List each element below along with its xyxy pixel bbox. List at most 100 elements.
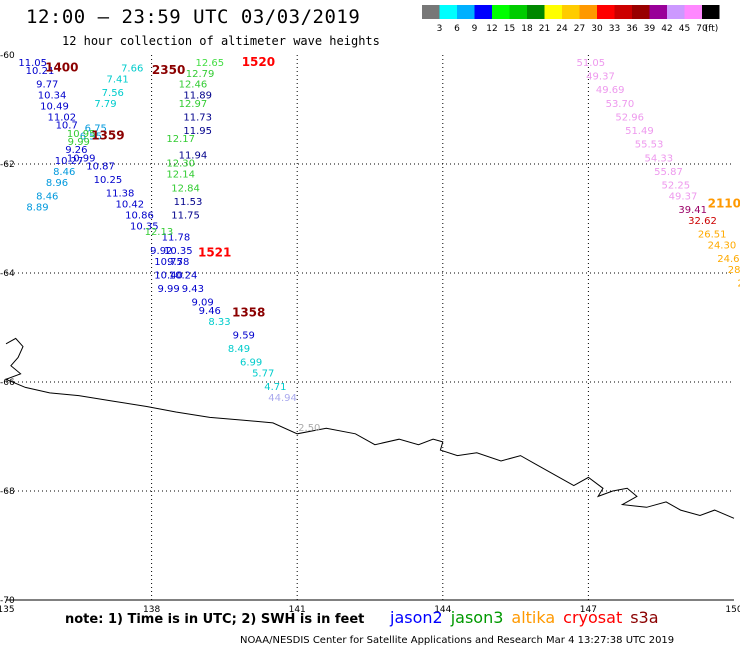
wave-height-value: 6.55 [80,132,102,143]
wave-height-value: 11.02 [47,112,76,123]
color-scale-legend: 3 6 9 12 15 18 21 24 27 30 33 36 39 42 45 70(ft) [422,5,720,33]
scale-tick-label: 12 [486,24,497,33]
pass-time-label: 1400 [45,60,78,74]
wave-height-value: 24.62 [717,254,740,265]
pass-time-label: 2110 [708,197,740,211]
wave-height-value: 8.46 [53,167,75,178]
wave-height-value: 9.43 [182,284,204,295]
wave-height-value: 2.50 [298,423,320,434]
scale-swatch [579,5,597,19]
wave-height-value: 12.97 [179,99,208,110]
wave-height-value: 8.33 [208,317,230,328]
scale-swatch [702,5,720,19]
wave-height-value: 9.59 [233,330,255,341]
scale-swatch [562,5,580,19]
wave-height-value: 10.86 [125,211,154,222]
lon-tick-label: 144 [434,605,451,615]
scale-swatch [509,5,527,19]
altimeter-tracks: 11.0510.219.7710.3410.4911.0210.79.2610.… [18,58,740,434]
scale-tick-label: 33 [609,24,620,33]
scale-tick-label: 3 [437,24,443,33]
scale-tick-label: 15 [504,24,515,33]
wave-height-value: 5.77 [252,369,274,380]
scale-tick-label: 30 [591,24,603,33]
lon-tick-label: 150 [725,605,740,615]
wave-height-value: 24.30 [708,241,737,252]
wave-height-value: 10.75 [154,257,183,268]
scale-swatch [457,5,475,19]
scale-swatch [667,5,685,19]
lon-tick-label: 141 [289,605,306,615]
wave-height-value: 10.99 [67,153,96,164]
scale-tick-label: 42 [661,24,672,33]
wave-height-value: 9.92 [150,246,172,257]
scale-swatch [544,5,562,19]
wave-height-value: 11.75 [171,211,200,222]
wave-height-value: 12.84 [171,183,200,194]
lat-tick-label: -64 [0,269,15,279]
wave-height-value: 53.70 [606,99,635,110]
wave-height-value: 26.51 [698,230,727,241]
lat-tick-label: -66 [0,378,15,388]
scale-swatch [597,5,615,19]
wave-height-value: 32.62 [688,216,717,227]
wave-height-value: 10.87 [86,162,115,173]
coastline-path [4,337,735,519]
scale-swatch [422,5,440,19]
wave-height-value: 12.13 [145,227,174,238]
wave-height-value: 9.99 [157,284,179,295]
wave-height-value: 54.33 [644,153,673,164]
wave-height-value: 11.78 [162,232,191,243]
scale-swatch [632,5,650,19]
wave-height-value: 9.26 [65,145,87,156]
scale-tick-label: 27 [574,24,585,33]
wave-height-value: 52.25 [661,181,690,192]
wave-height-value: 55.53 [635,140,664,151]
map-title: 12:00 – 23:59 UTC 03/03/2019 [26,6,361,28]
legend-item-jason2: jason2 [390,608,443,627]
lat-tick-label: -60 [0,51,15,61]
wave-height-value: 12.65 [195,58,224,69]
wave-height-value: 11.73 [183,112,212,123]
scale-swatch [684,5,702,19]
scale-tick-label: 6 [454,24,460,33]
wave-height-value: 51.49 [625,126,654,137]
wave-height-value: 51.05 [576,58,605,69]
wave-height-value: 11.38 [106,189,135,200]
wave-height-value: 11.94 [179,151,208,162]
wave-height-value: 9.77 [36,80,58,91]
wave-height-value: 4.71 [264,382,286,393]
lat-tick-label: -70 [0,596,15,606]
lat-tick-label: -62 [0,160,15,170]
pass-time-label: 1358 [232,306,265,320]
wave-height-value: 8.49 [228,344,250,355]
wave-height-value: 10.35 [164,246,193,257]
scale-swatch [474,5,492,19]
satellite-legend: jason2 jason3 altika cryosat s3a [390,608,667,627]
wave-height-value: 7.66 [121,63,143,74]
wave-height-value: 8.46 [36,191,58,202]
wave-height-value: 10.7 [56,121,78,132]
legend-item-jason3: jason3 [450,608,504,627]
wave-height-value: 7.79 [94,99,116,110]
wave-height-value: 26 [737,279,740,290]
wave-height-value: 9.09 [191,298,213,309]
footer-credit: NOAA/NESDIS Center for Satellite Applica… [240,635,675,646]
scale-tick-label: 21 [539,24,550,33]
time-labels: 1400 2350 1520 1359 1521 1358 2110 [45,55,740,320]
wave-height-value: 7.41 [106,74,128,85]
wave-height-value: 8.89 [26,202,48,213]
scale-swatch [492,5,510,19]
note-text: note: 1) Time is in UTC; 2) SWH is in fe… [65,612,365,627]
scale-tick-label: 36 [626,24,638,33]
wave-height-value: 9.99 [68,137,90,148]
wave-height-value: 44.94 [268,393,297,404]
scale-tick-label: 18 [521,24,533,33]
wave-height-value: 11.53 [174,197,203,208]
wave-height-value: 11.95 [183,126,212,137]
scale-tick-label: 45 [679,24,690,33]
lat-lon-grid [6,55,734,600]
scale-swatch [527,5,545,19]
wave-height-value: 12.17 [166,134,195,145]
